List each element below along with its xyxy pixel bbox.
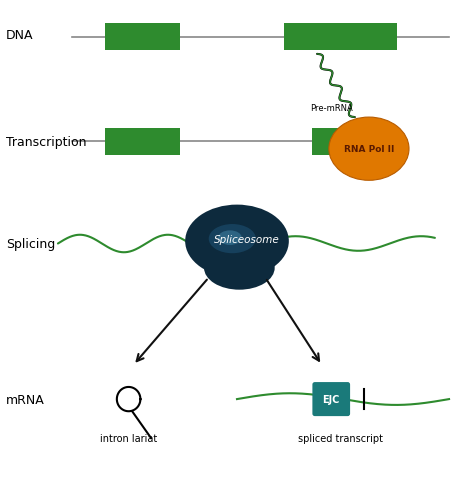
Text: EJC: EJC: [322, 394, 340, 404]
FancyBboxPatch shape: [105, 128, 181, 156]
Text: Spliceosome: Spliceosome: [214, 234, 279, 244]
Text: RNA Pol II: RNA Pol II: [344, 145, 394, 154]
Text: DNA: DNA: [6, 29, 34, 42]
Ellipse shape: [185, 205, 289, 278]
Text: intron lariat: intron lariat: [100, 433, 157, 443]
Ellipse shape: [218, 231, 242, 245]
Ellipse shape: [204, 246, 275, 290]
Text: Pre-mRNA: Pre-mRNA: [310, 104, 353, 113]
Text: Transcription: Transcription: [6, 136, 87, 148]
Text: mRNA: mRNA: [6, 393, 45, 406]
FancyBboxPatch shape: [312, 382, 350, 416]
Text: Splicing: Splicing: [6, 238, 55, 250]
FancyBboxPatch shape: [105, 24, 181, 51]
Text: spliced transcript: spliced transcript: [298, 433, 383, 443]
Ellipse shape: [329, 118, 409, 181]
FancyBboxPatch shape: [284, 24, 397, 51]
Ellipse shape: [209, 224, 256, 254]
FancyBboxPatch shape: [312, 128, 350, 156]
